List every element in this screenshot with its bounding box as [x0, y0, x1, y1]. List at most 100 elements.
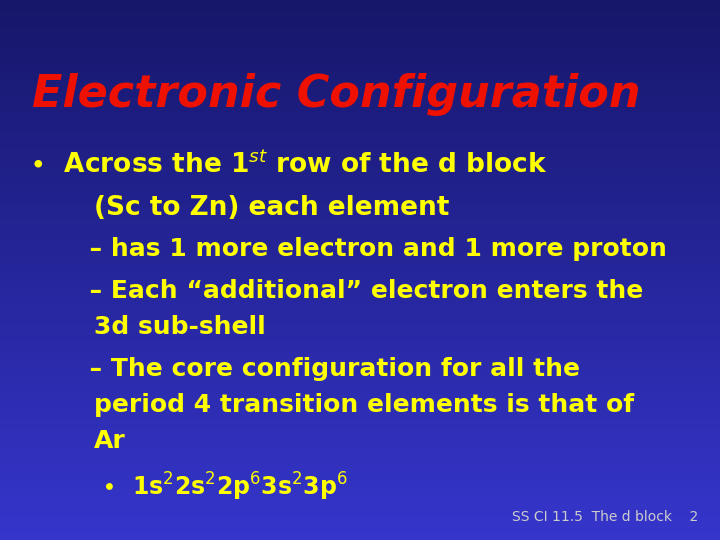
Bar — [0, 205, 720, 208]
Bar — [0, 246, 720, 248]
Bar — [0, 194, 720, 197]
Bar — [0, 486, 720, 489]
Bar — [0, 81, 720, 84]
Text: 3d sub-shell: 3d sub-shell — [94, 315, 266, 339]
Bar — [0, 321, 720, 324]
Bar — [0, 14, 720, 16]
Bar — [0, 521, 720, 524]
Bar — [0, 259, 720, 262]
Bar — [0, 265, 720, 267]
Bar — [0, 437, 720, 440]
Bar — [0, 472, 720, 475]
Bar — [0, 184, 720, 186]
Bar — [0, 513, 720, 516]
Bar — [0, 526, 720, 529]
Bar — [0, 116, 720, 119]
Bar — [0, 464, 720, 467]
Bar — [0, 375, 720, 378]
Bar — [0, 432, 720, 435]
Bar — [0, 70, 720, 73]
Bar — [0, 108, 720, 111]
Text: Electronic Configuration: Electronic Configuration — [32, 73, 641, 116]
Bar — [0, 340, 720, 343]
Bar — [0, 305, 720, 308]
Bar — [0, 278, 720, 281]
Bar — [0, 173, 720, 176]
Bar — [0, 348, 720, 351]
Bar — [0, 400, 720, 402]
Bar — [0, 235, 720, 238]
Bar — [0, 230, 720, 232]
Bar — [0, 78, 720, 81]
Bar — [0, 389, 720, 392]
Bar — [0, 54, 720, 57]
Bar — [0, 232, 720, 235]
Bar — [0, 113, 720, 116]
Bar — [0, 478, 720, 481]
Bar — [0, 140, 720, 143]
Bar — [0, 30, 720, 32]
Bar — [0, 143, 720, 146]
Bar — [0, 86, 720, 89]
Bar — [0, 327, 720, 329]
Bar — [0, 500, 720, 502]
Bar — [0, 16, 720, 19]
Bar — [0, 297, 720, 300]
Bar — [0, 454, 720, 456]
Bar — [0, 221, 720, 224]
Bar — [0, 68, 720, 70]
Bar — [0, 135, 720, 138]
Bar — [0, 408, 720, 410]
Bar — [0, 448, 720, 451]
Bar — [0, 38, 720, 40]
Bar — [0, 122, 720, 124]
Bar — [0, 286, 720, 289]
Bar — [0, 410, 720, 413]
Bar — [0, 100, 720, 103]
Bar — [0, 11, 720, 14]
Bar — [0, 505, 720, 508]
Bar — [0, 402, 720, 405]
Bar — [0, 24, 720, 27]
Bar — [0, 213, 720, 216]
Bar — [0, 43, 720, 46]
Bar — [0, 335, 720, 338]
Bar — [0, 481, 720, 483]
Bar — [0, 275, 720, 278]
Bar — [0, 0, 720, 3]
Bar — [0, 386, 720, 389]
Bar — [0, 40, 720, 43]
Bar — [0, 186, 720, 189]
Bar — [0, 262, 720, 265]
Bar — [0, 329, 720, 332]
Bar — [0, 483, 720, 486]
Bar — [0, 238, 720, 240]
Bar — [0, 132, 720, 135]
Bar — [0, 146, 720, 148]
Bar — [0, 446, 720, 448]
Bar — [0, 49, 720, 51]
Bar — [0, 219, 720, 221]
Bar — [0, 308, 720, 310]
Bar — [0, 165, 720, 167]
Bar — [0, 59, 720, 62]
Text: $\bullet$  Across the 1$^{st}$ row of the d block: $\bullet$ Across the 1$^{st}$ row of the… — [29, 151, 547, 179]
Bar — [0, 440, 720, 443]
Bar — [0, 197, 720, 200]
Bar — [0, 370, 720, 373]
Bar — [0, 248, 720, 251]
Bar — [0, 111, 720, 113]
Text: period 4 transition elements is that of: period 4 transition elements is that of — [94, 393, 634, 417]
Bar — [0, 300, 720, 302]
Text: – The core configuration for all the: – The core configuration for all the — [72, 357, 580, 381]
Bar — [0, 332, 720, 335]
Bar — [0, 489, 720, 491]
Bar — [0, 254, 720, 256]
Bar — [0, 316, 720, 319]
Bar — [0, 273, 720, 275]
Bar — [0, 378, 720, 381]
Bar — [0, 510, 720, 513]
Bar — [0, 475, 720, 478]
Bar — [0, 462, 720, 464]
Bar — [0, 359, 720, 362]
